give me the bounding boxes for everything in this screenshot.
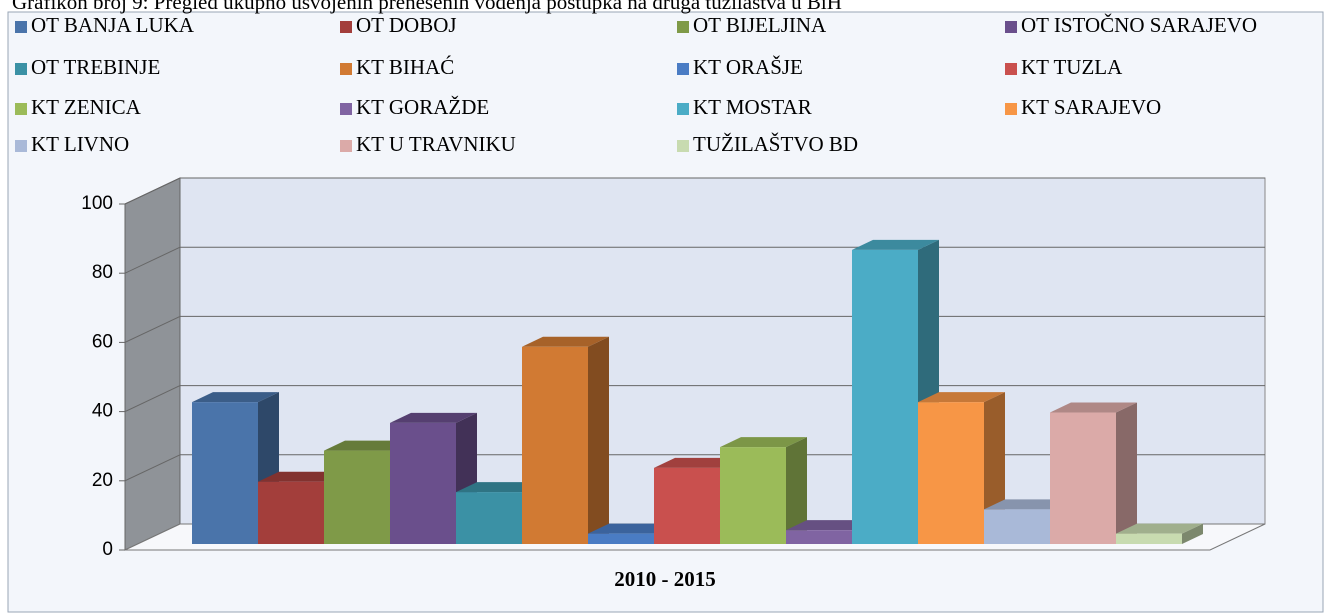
bar-top — [522, 336, 609, 347]
legend-swatch — [1005, 103, 1017, 115]
bar — [852, 249, 918, 544]
y-tick-label: 80 — [92, 262, 113, 283]
bar-top — [192, 392, 279, 403]
legend-swatch — [340, 103, 352, 115]
bar-top — [654, 457, 741, 468]
legend-label: OT DOBOJ — [356, 13, 457, 37]
legend-label: OT BANJA LUKA — [31, 13, 195, 37]
chart-title: Grafikon broj 9: Pregled ukupno usvojeni… — [12, 0, 842, 14]
bar — [588, 533, 654, 544]
side-wall — [124, 177, 181, 551]
bar-side — [786, 437, 807, 544]
legend-label: KT ORAŠJE — [693, 55, 803, 79]
bar-side — [1116, 402, 1137, 544]
legend-label: KT BIHAĆ — [356, 55, 454, 79]
legend-label: KT ZENICA — [31, 95, 142, 119]
legend-swatch — [340, 63, 352, 75]
bar-top — [324, 440, 411, 451]
bar — [984, 509, 1050, 544]
legend-swatch — [1005, 63, 1017, 75]
y-tick-label: 100 — [81, 193, 113, 214]
bar-top — [456, 482, 543, 493]
bar-side — [1182, 523, 1203, 544]
grid-line — [124, 454, 181, 482]
bar-top — [588, 523, 675, 534]
legend-swatch — [1005, 21, 1017, 33]
legend-label: KT U TRAVNIKU — [356, 132, 516, 156]
grid-line — [124, 385, 181, 413]
legend-swatch — [340, 21, 352, 33]
bar — [390, 422, 456, 544]
bar-top — [720, 437, 807, 448]
bar — [918, 402, 984, 544]
bar-side — [588, 336, 609, 544]
y-tick-label: 60 — [92, 331, 113, 352]
legend-label: KT LIVNO — [31, 132, 129, 156]
legend-swatch — [677, 63, 689, 75]
bar-top — [1050, 402, 1137, 413]
y-tick-label: 0 — [102, 539, 113, 560]
bar — [1116, 533, 1182, 544]
grid-line — [124, 315, 181, 343]
legend-swatch — [677, 140, 689, 152]
bar-top — [1116, 523, 1203, 534]
legend-swatch — [677, 103, 689, 115]
legend-label: OT ISTOČNO SARAJEVO — [1021, 13, 1257, 37]
legend-swatch — [15, 103, 27, 115]
bar — [456, 492, 522, 544]
grid-line — [124, 177, 181, 205]
bar-top — [918, 392, 1005, 403]
y-tick-label: 40 — [92, 401, 113, 422]
bar — [1050, 412, 1116, 544]
legend-label: KT TUZLA — [1021, 55, 1123, 79]
legend-label: KT MOSTAR — [693, 95, 812, 119]
legend-label: KT GORAŽDE — [356, 95, 489, 119]
legend-label: TUŽILAŠTVO BD — [693, 132, 858, 156]
legend-swatch — [677, 21, 689, 33]
bar — [522, 346, 588, 544]
legend-label: OT TREBINJE — [31, 55, 160, 79]
bar-top — [852, 239, 939, 250]
bar-top — [984, 499, 1071, 510]
bar — [258, 481, 324, 544]
y-tick-label: 20 — [92, 470, 113, 491]
legend-label: KT SARAJEVO — [1021, 95, 1161, 119]
bar — [192, 402, 258, 544]
legend-swatch — [15, 140, 27, 152]
x-tick-label: 2010 - 2015 — [614, 567, 716, 591]
bar — [786, 530, 852, 544]
bar — [720, 447, 786, 544]
legend-swatch — [15, 63, 27, 75]
bar — [324, 450, 390, 544]
bar — [654, 467, 720, 544]
legend-swatch — [340, 140, 352, 152]
bar-top — [258, 471, 345, 482]
legend-swatch — [15, 21, 27, 33]
bar-top — [786, 520, 873, 531]
legend-label: OT BIJELJINA — [693, 13, 827, 37]
grid-line — [124, 246, 181, 274]
bar-top — [390, 412, 477, 423]
